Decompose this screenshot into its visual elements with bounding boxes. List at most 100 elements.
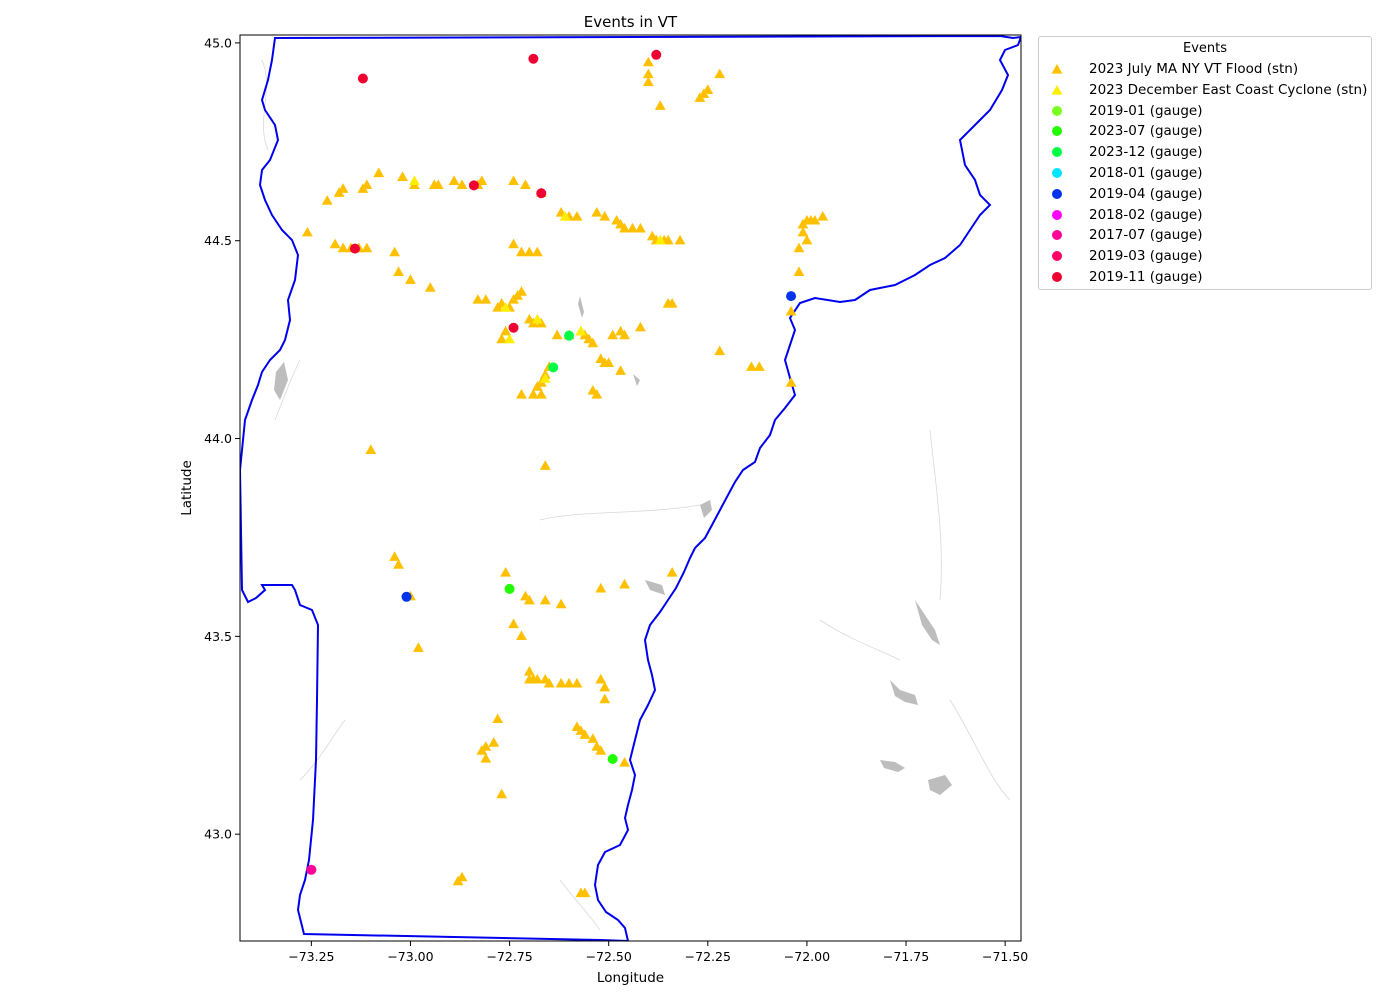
flood-event-point xyxy=(543,677,555,688)
data-marks xyxy=(301,49,829,898)
flood-event-point xyxy=(595,673,607,684)
flood-event-point xyxy=(666,298,678,308)
flood-event-point xyxy=(337,242,349,253)
chart-title: Events in VT xyxy=(584,13,678,31)
legend-entry: 2018-02 (gauge) xyxy=(1047,205,1203,225)
flood-event-point xyxy=(535,389,547,399)
flood-event-point xyxy=(571,210,583,221)
gauge-event-point xyxy=(508,322,519,333)
flood-event-point xyxy=(571,677,583,688)
flood-event-point xyxy=(361,242,373,253)
flood-event-point xyxy=(591,207,603,217)
flood-event-point xyxy=(662,234,674,245)
circle-marker-icon xyxy=(1047,205,1077,225)
x-tick-label: −73.25 xyxy=(288,949,334,964)
flood-event-point xyxy=(603,357,615,367)
x-tick-label: −72.25 xyxy=(685,949,731,964)
legend-entry: 2019-03 (gauge) xyxy=(1047,246,1203,266)
flood-event-point xyxy=(531,313,543,324)
flood-event-point xyxy=(619,329,630,340)
flood-event-point xyxy=(524,594,535,605)
flood-event-point xyxy=(627,222,638,233)
flood-event-point xyxy=(579,887,591,898)
flood-event-point xyxy=(817,210,829,221)
flood-event-point xyxy=(551,329,563,340)
legend-entry: 2019-01 (gauge) xyxy=(1047,101,1203,121)
y-axis-label: Latitude xyxy=(179,460,195,516)
flood-event-point xyxy=(619,222,630,233)
legend-entry: 2023-07 (gauge) xyxy=(1047,121,1203,141)
flood-event-point xyxy=(337,183,349,193)
flood-event-point xyxy=(492,713,504,724)
flood-event-point xyxy=(448,175,460,185)
legend-label: 2018-02 (gauge) xyxy=(1089,206,1203,223)
gauge-event-point xyxy=(536,188,547,199)
flood-event-point xyxy=(642,56,654,67)
gauge-event-point xyxy=(607,754,618,765)
flood-event-point xyxy=(607,329,619,340)
legend-entry: 2017-07 (gauge) xyxy=(1047,225,1203,245)
y-axis: 43.0 43.5 44.0 44.5 45.0 xyxy=(204,35,240,842)
flood-event-point xyxy=(563,677,575,688)
flood-event-point xyxy=(531,246,543,257)
flood-event-point xyxy=(413,642,424,652)
flood-event-point xyxy=(456,871,468,882)
gauge-event-point xyxy=(528,53,539,64)
flood-event-point xyxy=(393,559,404,569)
flood-event-point xyxy=(405,274,416,284)
gauge-event-point xyxy=(349,243,360,254)
flood-event-point xyxy=(714,68,726,79)
flood-event-point xyxy=(555,598,567,609)
flood-event-point xyxy=(301,226,313,237)
triangle-marker-icon xyxy=(1047,80,1077,100)
flood-event-point xyxy=(508,175,519,185)
y-tick-label: 43.5 xyxy=(204,629,232,644)
gauge-event-point xyxy=(357,73,368,84)
state-boundary xyxy=(240,35,1021,941)
legend-label: 2019-11 (gauge) xyxy=(1089,269,1203,285)
circle-marker-icon xyxy=(1047,121,1077,141)
flood-event-point xyxy=(361,179,373,189)
gauge-event-point xyxy=(468,180,479,191)
flood-event-point xyxy=(389,551,401,561)
flood-event-point xyxy=(642,68,654,79)
legend-label: 2023 December East Coast Cyclone (stn) xyxy=(1089,81,1368,98)
x-tick-label: −72.00 xyxy=(784,949,830,964)
flood-event-point xyxy=(476,175,488,185)
plot-frame xyxy=(239,34,1022,942)
flood-event-point xyxy=(674,234,686,245)
flood-event-point xyxy=(785,377,797,387)
flood-event-point xyxy=(785,305,797,316)
flood-event-point xyxy=(397,171,408,182)
flood-event-point xyxy=(599,693,611,704)
circle-marker-icon xyxy=(1047,225,1077,245)
flood-event-point xyxy=(527,389,539,399)
flood-event-point xyxy=(508,618,519,629)
flood-event-point xyxy=(615,365,626,375)
flood-event-point xyxy=(801,234,813,245)
gauge-event-point xyxy=(401,591,412,602)
flood-event-point xyxy=(432,179,444,189)
flood-event-point xyxy=(714,345,726,356)
lakes xyxy=(274,296,952,795)
flood-event-point xyxy=(587,337,599,348)
circle-marker-icon xyxy=(1047,101,1077,121)
legend-entry: 2023 December East Coast Cyclone (stn) xyxy=(1047,80,1367,100)
circle-marker-icon xyxy=(1047,246,1077,266)
flood-event-point xyxy=(424,282,436,292)
gauge-event-point xyxy=(548,362,559,373)
flood-event-point xyxy=(456,179,468,189)
x-tick-label: −71.50 xyxy=(982,949,1028,964)
flood-event-point xyxy=(619,756,630,767)
basemap xyxy=(240,35,1021,941)
legend-entry: 2019-04 (gauge) xyxy=(1047,184,1203,204)
x-tick-label: −71.75 xyxy=(883,949,929,964)
flood-event-point xyxy=(500,301,512,312)
flood-event-point xyxy=(595,582,607,593)
legend-label: 2023-07 (gauge) xyxy=(1089,123,1203,140)
gauge-event-point xyxy=(786,291,797,302)
flood-event-point xyxy=(373,167,385,178)
flood-event-point xyxy=(635,222,646,233)
flood-event-point xyxy=(480,294,492,304)
